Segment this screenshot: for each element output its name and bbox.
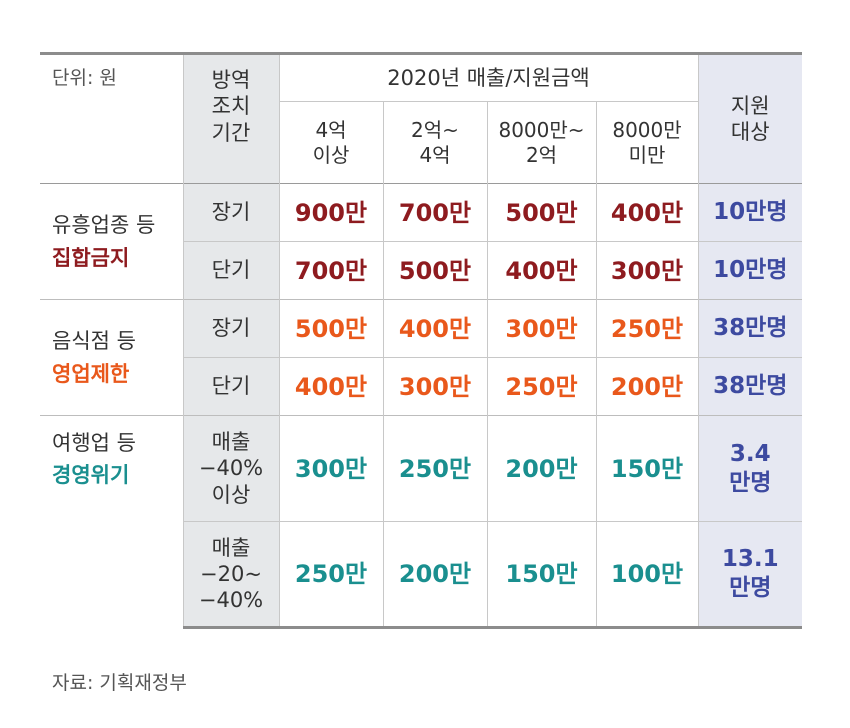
- target-cell: 10만명: [697, 183, 802, 242]
- support-amount-table: 단위: 원 방역 조치 기간 2020년 매출/지원금액 지원 대상 4억 이상 …: [40, 52, 802, 629]
- period-header: 방역 조치 기간: [182, 53, 280, 184]
- amount-cell: 200만: [382, 521, 487, 629]
- amount-cell: 150만: [486, 521, 596, 629]
- amount-cell: 500만: [486, 183, 596, 242]
- target-cell: 38만명: [697, 299, 802, 358]
- amount-cell: 400만: [279, 357, 383, 416]
- amount-cell: 500만: [279, 299, 383, 358]
- group-emphasis-3: 경영위기: [52, 463, 130, 488]
- target-cell: 13.1 만명: [697, 521, 802, 629]
- amount-cell: 400만: [486, 241, 596, 300]
- amount-cell: 500만: [382, 241, 487, 300]
- period-cell: 매출 −20~ −40%: [182, 521, 280, 629]
- group-label-3: 여행업 등 경영위기: [40, 415, 183, 628]
- amount-cell: 400만: [382, 299, 487, 358]
- target-cell: 3.4 만명: [697, 415, 802, 522]
- bracket-header-2: 2억~ 4억: [382, 101, 487, 184]
- bracket-header-4: 8000만 미만: [595, 101, 698, 184]
- amount-cell: 300만: [595, 241, 698, 300]
- amount-cell: 300만: [486, 299, 596, 358]
- source-note: 자료: 기획재정부: [52, 672, 187, 694]
- amount-cell: 900만: [279, 183, 383, 242]
- bracket-header-3: 8000만~ 2억: [486, 101, 596, 184]
- amount-cell: 700만: [382, 183, 487, 242]
- period-cell: 단기: [182, 357, 280, 416]
- amount-cell: 300만: [382, 357, 487, 416]
- group-emphasis-1: 집합금지: [52, 245, 130, 270]
- period-cell: 장기: [182, 183, 280, 242]
- bracket-header-1: 4억 이상: [312, 117, 350, 167]
- amount-cell: 300만: [279, 415, 383, 522]
- group-emphasis-2: 영업제한: [52, 361, 130, 386]
- amount-cell: 250만: [486, 357, 596, 416]
- group-label-1: 유흥업종 등 집합금지: [40, 183, 183, 300]
- amount-cell: 250만: [382, 415, 487, 522]
- unit-label: 단위: 원: [52, 67, 117, 89]
- amount-cell: 700만: [279, 241, 383, 300]
- amount-cell: 250만: [595, 299, 698, 358]
- target-header: 지원 대상: [697, 53, 802, 184]
- amount-cell: 200만: [486, 415, 596, 522]
- period-cell: 매출 −40% 이상: [182, 415, 280, 522]
- amount-cell: 400만: [595, 183, 698, 242]
- period-cell: 장기: [182, 299, 280, 358]
- group-label-2: 음식점 등 영업제한: [40, 299, 183, 416]
- amount-cell: 200만: [595, 357, 698, 416]
- amount-cell: 250만: [279, 521, 383, 629]
- amount-cell: 100만: [595, 521, 698, 629]
- year-revenue-header: 2020년 매출/지원금액: [279, 53, 698, 102]
- target-cell: 38만명: [697, 357, 802, 416]
- amount-cell: 150만: [595, 415, 698, 522]
- support-table-container: 단위: 원 방역 조치 기간 2020년 매출/지원금액 지원 대상 4억 이상 …: [40, 52, 802, 629]
- period-cell: 단기: [182, 241, 280, 300]
- target-cell: 10만명: [697, 241, 802, 300]
